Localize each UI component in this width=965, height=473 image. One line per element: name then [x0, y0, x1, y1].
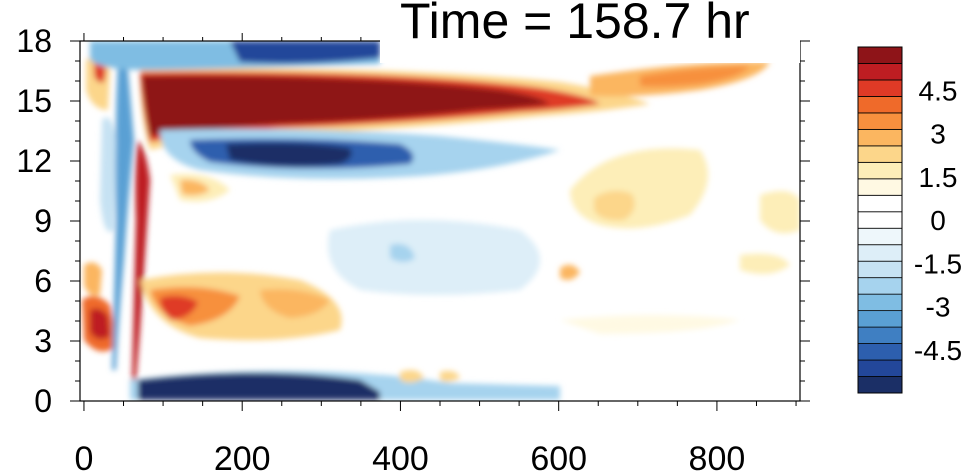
colorbar-label: 4.5 [919, 75, 958, 106]
colorbar-box [857, 112, 903, 130]
colorbar-box [857, 227, 903, 246]
colorbar-box [857, 79, 903, 97]
field-left-cold-1 [112, 58, 134, 370]
field-left-warm-3-core [94, 61, 106, 83]
x-tick-label: 800 [689, 440, 746, 473]
colorbar-label: 0 [930, 205, 946, 236]
colorbar-label: -3 [926, 292, 951, 323]
colorbar-label: -4.5 [914, 335, 962, 366]
colorbar-label: 3 [930, 119, 946, 150]
x-axis: 0 200 400 600 800 [74, 33, 797, 473]
field-cold-top [230, 41, 380, 64]
colorbar-box [857, 376, 903, 394]
colorbar-box [857, 161, 903, 180]
chart-title: Time = 158.7 hr [400, 0, 750, 49]
plot-area [79, 40, 801, 402]
field-cold-bottom [138, 373, 380, 400]
x-tick-label: 200 [214, 440, 271, 473]
colorbar: 4.5 3 1.5 0 -1.5 -3 -4.5 [857, 46, 962, 394]
field-cold-middle [328, 220, 540, 295]
colorbar-box [857, 211, 903, 229]
colorbar-box [857, 359, 903, 377]
colorbar-box [857, 194, 903, 213]
x-tick-label: 0 [74, 440, 93, 473]
field-cold-mid-core [226, 142, 352, 167]
x-tick-label: 400 [372, 440, 429, 473]
colorbar-box [857, 46, 903, 64]
colorbar-frame [857, 46, 903, 394]
colorbar-box [857, 260, 903, 279]
field-left-warm-1-core [90, 308, 110, 340]
y-tick-label: 6 [34, 263, 52, 299]
field-left-cold-2 [100, 117, 116, 232]
field-warm-lower-right [260, 289, 330, 318]
y-tick-label: 3 [34, 323, 52, 359]
colorbar-label: 1.5 [919, 162, 958, 193]
field-warm-jet-core [142, 75, 550, 136]
colorbar-box [857, 310, 903, 328]
colorbar-box [857, 63, 903, 81]
colorbar-box [857, 244, 903, 262]
field-warm-lower-right-faint [560, 315, 740, 334]
colorbar-label: -1.5 [914, 248, 962, 279]
field-warm-right-3 [740, 253, 790, 274]
field-warm-lower-core [160, 295, 198, 320]
colorbar-box [857, 96, 903, 114]
x-tick-label: 600 [530, 440, 587, 473]
colorbar-box [857, 277, 903, 295]
field-warm-top-right-core [640, 66, 750, 87]
field-cold-middle-core [390, 243, 415, 262]
y-tick-label: 15 [16, 83, 52, 119]
field-left-warm-2 [84, 262, 102, 296]
y-tick-label: 9 [34, 203, 52, 239]
y-tick-label: 12 [16, 143, 52, 179]
field-warm-right-2 [760, 191, 800, 234]
colorbar-box [857, 128, 903, 147]
field-warm-right-1-core [594, 190, 635, 221]
colorbar-box [857, 293, 903, 312]
colorbar-box [857, 178, 903, 196]
field-warm-jet-stem [132, 140, 150, 380]
colorbar-box [857, 326, 903, 344]
colorbar-box [857, 343, 903, 361]
colorbar-box [857, 145, 903, 163]
field-warm-small-3 [440, 370, 460, 382]
field-warm-small-1 [560, 264, 580, 280]
title-background [380, 0, 800, 63]
y-tick-label: 0 [34, 383, 52, 419]
field-warm-small-2 [400, 370, 424, 383]
field-warm-middle-1-core [180, 179, 210, 196]
y-tick-label: 18 [16, 23, 52, 59]
y-axis: 0 3 6 9 12 15 18 [16, 23, 810, 419]
contour-field [82, 41, 800, 400]
